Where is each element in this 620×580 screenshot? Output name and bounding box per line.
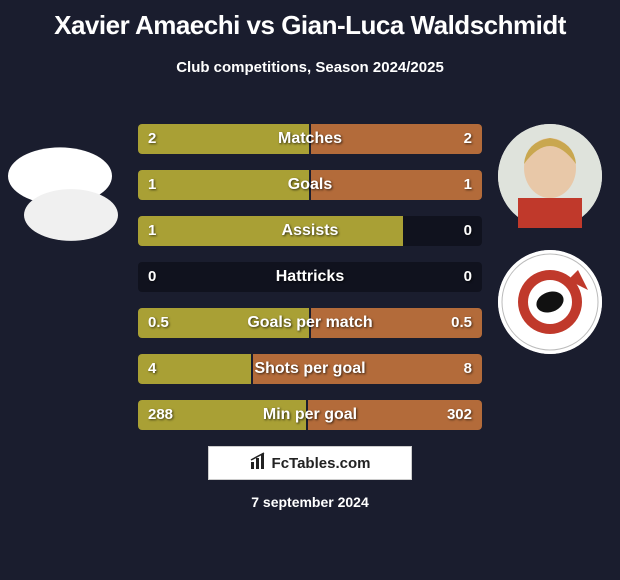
player1-bar [138, 124, 310, 154]
player2-club-logo [498, 250, 602, 354]
page-title: Xavier Amaechi vs Gian-Luca Waldschmidt [0, 0, 620, 41]
comparison-bars: 22Matches11Goals10Assists00Hattricks0.50… [138, 124, 482, 446]
bar-divider [251, 354, 253, 384]
page-subtitle: Club competitions, Season 2024/2025 [0, 59, 620, 76]
stat-row: 11Goals [138, 170, 482, 200]
player1-value: 1 [148, 216, 156, 246]
player2-value: 2 [464, 124, 472, 154]
stat-label: Hattricks [138, 262, 482, 292]
stat-row: 0 0Hattricks [138, 262, 482, 292]
player2-value: 0 [464, 216, 472, 246]
player2-value: 8 [464, 354, 472, 384]
player1-club-logo [24, 189, 118, 241]
player2-value: 0 [464, 262, 472, 292]
player1-value: 0 [148, 262, 156, 292]
stat-row: 288302Min per goal [138, 400, 482, 430]
bar-divider [306, 400, 308, 430]
player2-value: 0.5 [451, 308, 472, 338]
player1-value: 1 [148, 170, 156, 200]
bar-divider [309, 308, 311, 338]
brand-label: FcTables.com [272, 455, 371, 472]
player2-bar [310, 124, 482, 154]
player2-bar [310, 170, 482, 200]
brand-badge[interactable]: FcTables.com [208, 446, 412, 480]
player1-value: 4 [148, 354, 156, 384]
bar-divider [309, 124, 311, 154]
date-label: 7 september 2024 [0, 494, 620, 510]
player2-value: 1 [464, 170, 472, 200]
brand-icon [250, 452, 268, 475]
player1-value: 0.5 [148, 308, 169, 338]
player1-bar [138, 216, 403, 246]
player2-bar [252, 354, 482, 384]
stat-row: 10Assists [138, 216, 482, 246]
player1-bar [138, 170, 310, 200]
player1-value: 288 [148, 400, 173, 430]
stat-row: 0.50.5Goals per match [138, 308, 482, 338]
player2-value: 302 [447, 400, 472, 430]
bar-divider [309, 170, 311, 200]
player2-avatar [498, 124, 602, 228]
stat-row: 48Shots per goal [138, 354, 482, 384]
stat-row: 22Matches [138, 124, 482, 154]
player1-value: 2 [148, 124, 156, 154]
